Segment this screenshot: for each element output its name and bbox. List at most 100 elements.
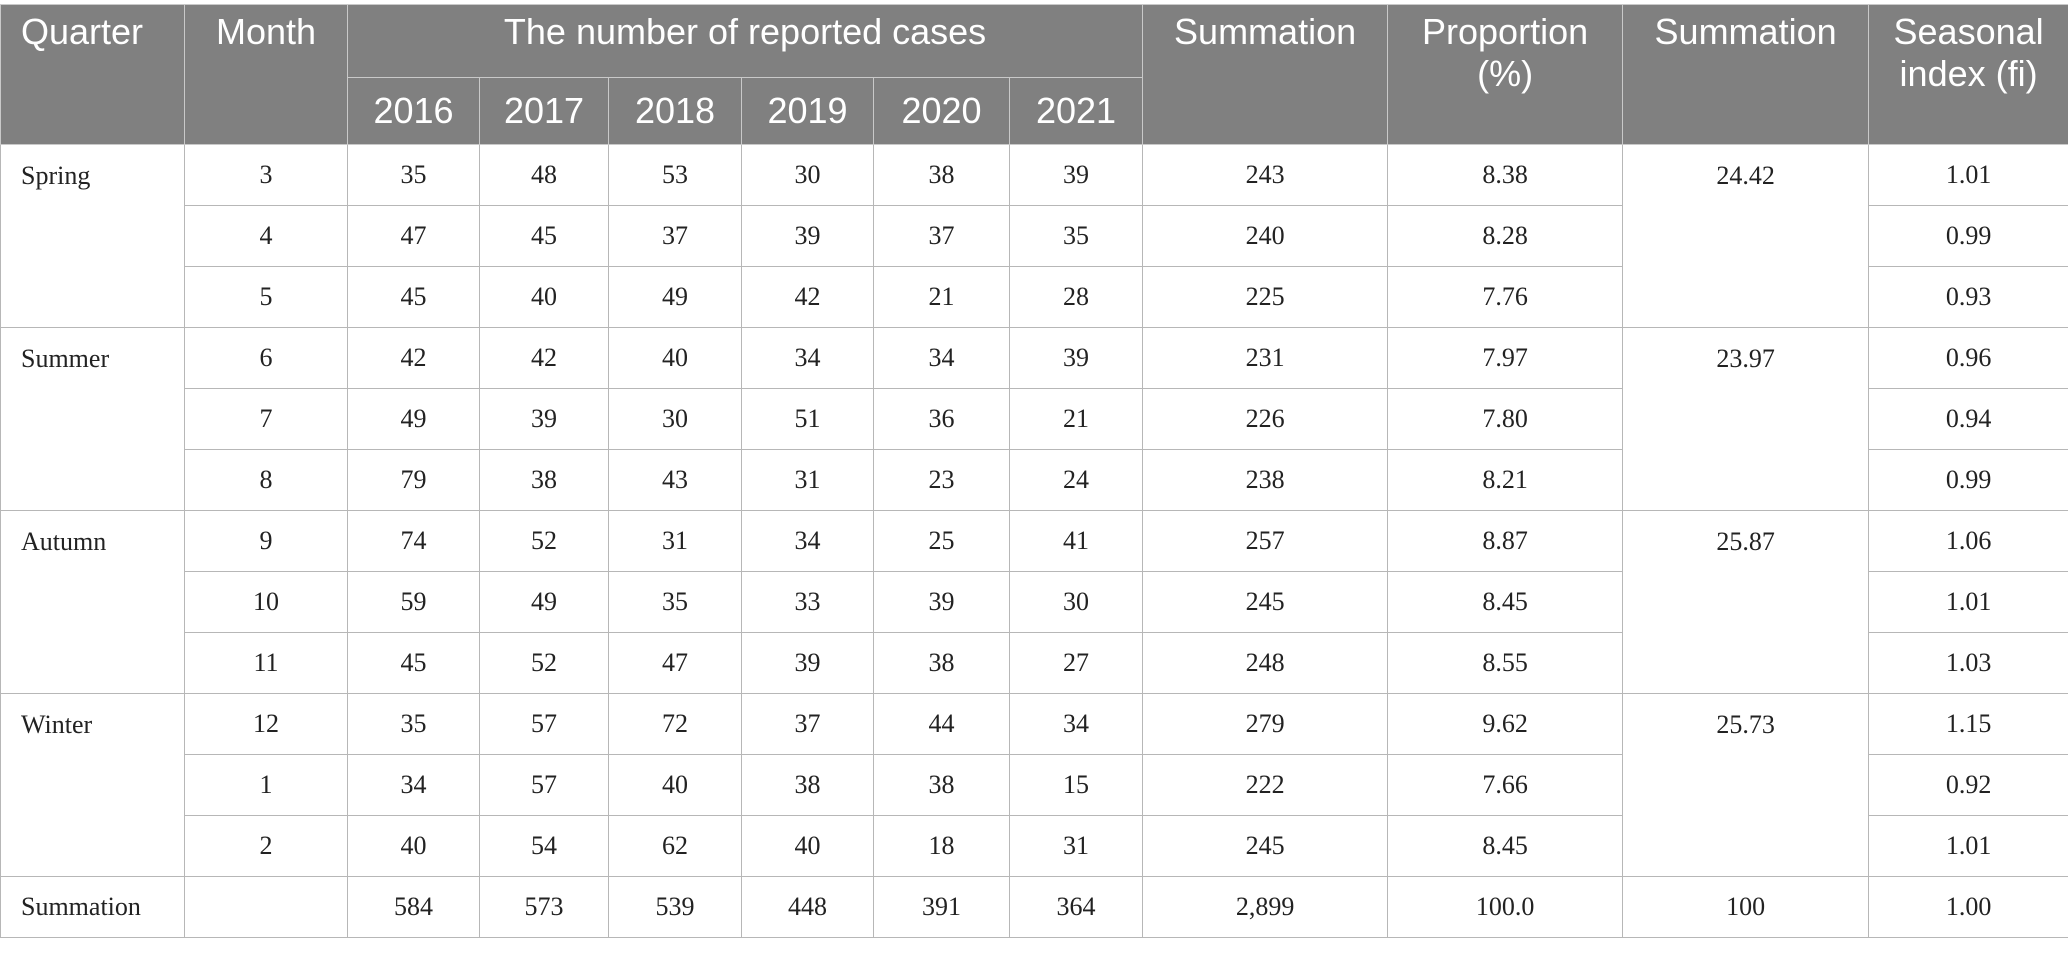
case-count-cell: 57 bbox=[479, 754, 609, 816]
case-count-cell: 53 bbox=[608, 144, 742, 206]
proportion-cell: 8.45 bbox=[1387, 571, 1624, 633]
case-count-cell: 45 bbox=[479, 205, 609, 267]
case-count-cell: 36 bbox=[873, 388, 1010, 450]
proportion-cell: 8.55 bbox=[1387, 632, 1624, 694]
seasonal-cases-table: Quarter Month The number of reported cas… bbox=[0, 4, 2068, 938]
case-count-cell: 38 bbox=[741, 754, 874, 816]
case-count-cell: 39 bbox=[479, 388, 609, 450]
case-count-cell: 34 bbox=[873, 327, 1010, 389]
seasonal-index-cell: 1.03 bbox=[1868, 632, 2068, 694]
table-header: Quarter Month The number of reported cas… bbox=[0, 4, 2068, 145]
case-count-cell: 30 bbox=[1008, 571, 1144, 633]
case-count-cell: 37 bbox=[873, 205, 1010, 267]
seasonal-index-cell: 0.96 bbox=[1868, 327, 2068, 389]
case-count-cell: 25 bbox=[873, 510, 1010, 572]
case-count-cell: 34 bbox=[741, 510, 874, 572]
case-count-cell: 39 bbox=[741, 632, 874, 694]
proportion-cell: 8.87 bbox=[1387, 510, 1624, 572]
case-count-cell: 42 bbox=[479, 327, 609, 389]
case-count-cell: 38 bbox=[479, 449, 609, 511]
total-month-cell bbox=[184, 876, 348, 938]
header-year: 2019 bbox=[741, 77, 874, 145]
case-count-cell: 49 bbox=[608, 266, 742, 328]
quarter-name: Winter bbox=[0, 693, 185, 877]
case-count-cell: 57 bbox=[479, 693, 609, 755]
case-count-cell: 79 bbox=[347, 449, 480, 511]
summation-cell: 279 bbox=[1142, 693, 1389, 755]
total-row: Summation 584 573 539 448 391 364 2,899 100.0 100… bbox=[0, 876, 2068, 938]
seasonal-index-cell: 0.93 bbox=[1868, 266, 2068, 328]
case-count-cell: 38 bbox=[873, 754, 1010, 816]
case-count-cell: 54 bbox=[479, 815, 609, 877]
case-count-cell: 40 bbox=[741, 815, 874, 877]
case-count-cell: 34 bbox=[1008, 693, 1144, 755]
month-cell: 2 bbox=[184, 815, 348, 877]
total-case-count-cell: 448 bbox=[741, 876, 874, 938]
month-cell: 11 bbox=[184, 632, 348, 694]
header-row: Quarter Month The number of reported cas… bbox=[0, 4, 2068, 145]
month-cell: 12 bbox=[184, 693, 348, 755]
summation-cell: 243 bbox=[1142, 144, 1389, 206]
proportion-cell: 9.62 bbox=[1387, 693, 1624, 755]
case-count-cell: 47 bbox=[347, 205, 480, 267]
header-seasonal-index: Seasonal index (fi) bbox=[1868, 4, 2068, 145]
case-count-cell: 30 bbox=[608, 388, 742, 450]
case-count-cell: 49 bbox=[347, 388, 480, 450]
summation-cell: 222 bbox=[1142, 754, 1389, 816]
case-count-cell: 37 bbox=[608, 205, 742, 267]
case-count-cell: 39 bbox=[741, 205, 874, 267]
total-seasonal-index-cell: 1.00 bbox=[1868, 876, 2068, 938]
case-count-cell: 43 bbox=[608, 449, 742, 511]
table-body: Spring 3 35 48 53 30 38 39 243 8.38 24.42 1.01 4 47 45… bbox=[0, 144, 2068, 938]
total-case-count-cell: 539 bbox=[608, 876, 742, 938]
month-cell: 6 bbox=[184, 327, 348, 389]
proportion-cell: 7.97 bbox=[1387, 327, 1624, 389]
case-count-cell: 21 bbox=[873, 266, 1010, 328]
total-case-count-cell: 584 bbox=[347, 876, 480, 938]
quarter-summation-cell: 24.42 bbox=[1622, 144, 1870, 328]
month-cell: 3 bbox=[184, 144, 348, 206]
seasonal-index-cell: 0.99 bbox=[1868, 449, 2068, 511]
case-count-cell: 45 bbox=[347, 632, 480, 694]
case-count-cell: 34 bbox=[741, 327, 874, 389]
quarter-name: Autumn bbox=[0, 510, 185, 694]
seasonal-index-cell: 0.92 bbox=[1868, 754, 2068, 816]
summation-cell: 257 bbox=[1142, 510, 1389, 572]
table-row: 5 45 40 49 42 21 28 225 7.76 0.93 bbox=[1, 266, 2068, 328]
case-count-cell: 40 bbox=[608, 754, 742, 816]
summation-cell: 245 bbox=[1142, 571, 1389, 633]
table-row: Winter 12 35 57 72 37 44 34 279 9.62 25.73 1.15 bbox=[0, 693, 2068, 877]
quarter-summation-cell: 25.73 bbox=[1622, 693, 1870, 877]
month-cell: 1 bbox=[184, 754, 348, 816]
case-count-cell: 45 bbox=[347, 266, 480, 328]
total-summation-cell: 2,899 bbox=[1142, 876, 1389, 938]
case-count-cell: 35 bbox=[347, 144, 480, 206]
proportion-cell: 7.66 bbox=[1387, 754, 1624, 816]
month-cell: 5 bbox=[184, 266, 348, 328]
case-count-cell: 31 bbox=[741, 449, 874, 511]
case-count-cell: 31 bbox=[608, 510, 742, 572]
proportion-cell: 7.76 bbox=[1387, 266, 1624, 328]
case-count-cell: 40 bbox=[479, 266, 609, 328]
seasonal-index-cell: 1.15 bbox=[1868, 693, 2068, 755]
case-count-cell: 48 bbox=[479, 144, 609, 206]
case-count-cell: 30 bbox=[741, 144, 874, 206]
case-count-cell: 35 bbox=[608, 571, 742, 633]
table-row: 2 40 54 62 40 18 31 245 8.45 1.01 bbox=[1, 815, 2068, 877]
proportion-cell: 8.45 bbox=[1387, 815, 1624, 877]
header-year-row: 2016 2017 2018 2019 2020 2021 bbox=[1, 77, 2068, 145]
case-count-cell: 38 bbox=[873, 144, 1010, 206]
total-case-count-cell: 573 bbox=[479, 876, 609, 938]
case-count-cell: 72 bbox=[608, 693, 742, 755]
total-proportion-cell: 100.0 bbox=[1387, 876, 1624, 938]
case-count-cell: 52 bbox=[479, 510, 609, 572]
case-count-cell: 18 bbox=[873, 815, 1010, 877]
month-cell: 10 bbox=[184, 571, 348, 633]
month-cell: 4 bbox=[184, 205, 348, 267]
seasonal-index-cell: 0.94 bbox=[1868, 388, 2068, 450]
seasonal-index-cell: 0.99 bbox=[1868, 205, 2068, 267]
case-count-cell: 27 bbox=[1008, 632, 1144, 694]
case-count-cell: 44 bbox=[873, 693, 1010, 755]
case-count-cell: 42 bbox=[741, 266, 874, 328]
header-year: 2021 bbox=[1008, 77, 1144, 145]
